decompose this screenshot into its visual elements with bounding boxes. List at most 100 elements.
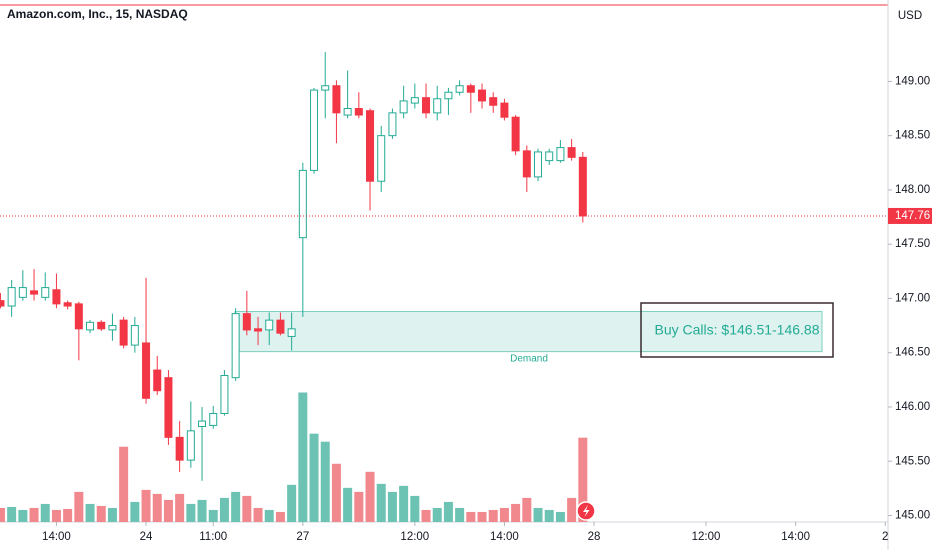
candle-body: [153, 369, 162, 392]
candle-body: [242, 313, 251, 331]
volume-bar: [466, 511, 476, 522]
volume-bar: [219, 497, 229, 522]
volume-bar: [208, 509, 218, 522]
last-price-badge: [888, 207, 932, 224]
candle-body: [108, 325, 117, 331]
candle-body: [511, 116, 520, 152]
candle-body: [7, 287, 16, 307]
candle-body: [343, 108, 352, 116]
candle-body: [130, 325, 139, 346]
volume-bar: [152, 493, 162, 522]
x-tick-label: 14:00: [490, 531, 519, 543]
candle-body: [567, 147, 576, 158]
candle-body: [377, 135, 386, 182]
x-tick-label: 24: [140, 531, 153, 543]
x-tick-label: 12:00: [400, 531, 429, 543]
volume-bar: [331, 463, 341, 522]
candle-body: [578, 156, 587, 217]
y-tick-label: 149.00: [895, 75, 930, 87]
candle-body: [433, 98, 442, 114]
y-tick-label: 145.00: [895, 510, 930, 522]
volume-bar: [242, 495, 252, 522]
volume-bar: [231, 491, 241, 522]
volume-bar: [499, 507, 509, 522]
x-tick-label: 27: [296, 531, 309, 543]
candle-body: [455, 85, 464, 93]
y-tick-label: 146.50: [895, 347, 930, 359]
candle-body: [231, 313, 240, 379]
volume-bar: [163, 499, 173, 522]
volume-bar: [343, 487, 353, 522]
volume-bar: [130, 501, 140, 522]
replay-icon[interactable]: [576, 501, 596, 521]
x-tick-label: 12:00: [692, 531, 721, 543]
candle-body: [534, 151, 543, 178]
volume-bar: [197, 499, 207, 522]
candle-body: [332, 85, 341, 114]
candle-body: [186, 430, 195, 461]
y-tick-label: 148.50: [895, 130, 930, 142]
candle-body: [466, 85, 475, 93]
candle-body: [321, 85, 330, 91]
volume-bar: [376, 483, 386, 522]
candle-body: [164, 377, 173, 438]
candle-body: [198, 420, 207, 427]
volume-bar: [186, 503, 196, 522]
volume-bar: [399, 485, 409, 522]
x-tick-label: 14:00: [781, 531, 810, 543]
candle-body: [41, 287, 50, 298]
candle-body: [74, 303, 83, 330]
volume-bar: [85, 503, 95, 522]
volume-bar: [298, 392, 308, 522]
candle-body: [52, 289, 61, 305]
candle-body: [366, 110, 375, 182]
candle-body: [399, 100, 408, 114]
x-tick-label: 28: [588, 531, 601, 543]
candle-body: [119, 319, 128, 346]
candle-body: [545, 151, 554, 162]
annotation-box: [640, 302, 834, 358]
volume-bar: [7, 506, 17, 522]
currency-label[interactable]: USD: [898, 10, 922, 22]
candle-body: [500, 102, 509, 118]
volume-bar: [511, 503, 521, 522]
candle-body: [422, 97, 431, 114]
volume-bar: [544, 509, 554, 522]
axis-layer: 149.00 148.50 148.00 147.50 147.00 146.50 146.…: [0, 75, 932, 543]
volume-bar: [119, 446, 129, 522]
demand-zone: [234, 310, 823, 353]
volume-bar: [354, 491, 364, 522]
x-tick-label: 11:00: [199, 531, 227, 543]
volume-bar: [488, 509, 498, 522]
annotation-text: Buy Calls: $146.51-146.88: [655, 322, 820, 338]
volume-bar: [533, 507, 543, 522]
volume-bar: [275, 511, 285, 522]
x-tick-label: 14:00: [42, 531, 71, 543]
volume-bar: [63, 508, 73, 522]
candle-body: [142, 342, 151, 399]
candle-body: [444, 91, 453, 100]
candle-body: [287, 328, 296, 337]
candle-body: [354, 108, 363, 116]
zone-label: Demand: [510, 353, 548, 364]
volume-bar: [96, 505, 106, 522]
candle-body: [478, 89, 487, 102]
candle-layer: [0, 52, 587, 481]
volume-bar: [253, 507, 263, 522]
volume-bar: [455, 507, 465, 522]
volume-layer: [0, 392, 588, 522]
candle-body: [298, 169, 307, 239]
candle-body: [556, 147, 565, 162]
volume-bar: [309, 433, 319, 522]
candle-body: [86, 321, 95, 331]
volume-bar: [555, 511, 565, 522]
volume-bar: [175, 493, 185, 522]
y-tick-label: 145.50: [895, 455, 930, 467]
volume-bar: [320, 441, 330, 522]
volume-bar: [51, 509, 61, 522]
volume-bar: [287, 484, 297, 522]
volume-bar: [29, 507, 39, 522]
candle-body: [18, 287, 27, 298]
